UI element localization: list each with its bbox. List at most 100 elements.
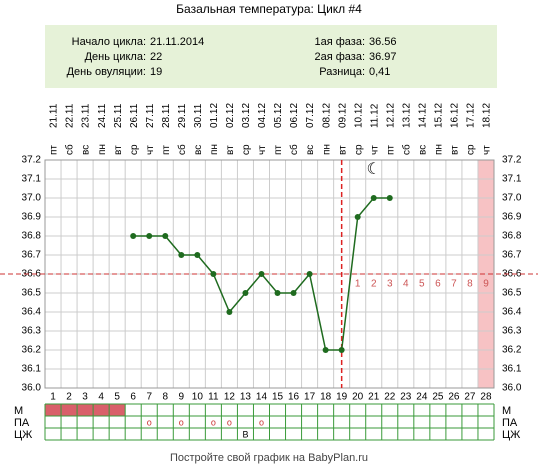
weekday-label: пт <box>161 145 172 155</box>
day-number: 26 <box>448 392 460 403</box>
y-tick-label: 36.2 <box>22 345 42 356</box>
day-number: 19 <box>336 392 348 403</box>
info-label: День овуляции: <box>67 66 146 78</box>
info-box <box>45 25 497 88</box>
weekday-label: пт <box>385 145 396 155</box>
y-tick-label: 36.0 <box>22 383 42 394</box>
weekday-label: чт <box>145 145 156 155</box>
y-tick-label-right: 36.7 <box>502 250 522 261</box>
y-tick-label-right: 36.6 <box>502 269 522 280</box>
info-value: 21.11.2014 <box>150 36 204 48</box>
date-label: 04.12 <box>257 103 268 128</box>
day-number: 5 <box>114 392 120 403</box>
weekday-label: пт <box>49 145 60 155</box>
weekday-label: чт <box>369 145 380 155</box>
row-label: ЦЖ <box>14 429 32 441</box>
date-label: 03.12 <box>241 103 252 128</box>
row-label: ПА <box>14 417 30 429</box>
post-ovulation-day: 2 <box>371 279 377 290</box>
row-fill <box>61 404 78 416</box>
data-point <box>290 290 297 296</box>
day-number: 9 <box>179 392 185 403</box>
date-label: 30.11 <box>193 103 204 128</box>
data-point <box>338 347 345 353</box>
row-fill <box>45 404 62 416</box>
weekday-label: вс <box>417 145 428 155</box>
row-symbol: o <box>259 417 264 427</box>
date-label: 13.12 <box>401 103 412 128</box>
day-number: 23 <box>400 392 412 403</box>
y-tick-label: 36.9 <box>22 212 42 223</box>
weekday-label: пн <box>434 144 445 155</box>
date-label: 16.12 <box>450 103 461 128</box>
footer: Постройте свой график на BabyPlan.ru <box>170 452 368 464</box>
row-label: M <box>14 405 23 417</box>
weekday-label: сб <box>176 144 188 155</box>
y-tick-label: 36.5 <box>22 288 42 299</box>
y-tick-label: 37.2 <box>22 155 42 166</box>
data-point <box>226 309 233 315</box>
weekday-label: сб <box>288 144 300 155</box>
weekday-label: чт <box>482 145 493 155</box>
day-number: 17 <box>304 392 316 403</box>
data-point <box>258 271 265 277</box>
weekday-label: ср <box>353 144 364 155</box>
info-label: 1ая фаза: <box>314 36 365 48</box>
weekday-label: вс <box>193 145 204 155</box>
info-value: 36.97 <box>369 51 397 63</box>
data-point <box>130 233 137 239</box>
data-point <box>194 252 201 258</box>
date-label: 18.12 <box>482 103 493 128</box>
day-number: 21 <box>368 392 380 403</box>
y-tick-label: 36.4 <box>22 307 42 318</box>
y-tick-label: 36.8 <box>22 231 42 242</box>
row-symbol: o <box>147 417 152 427</box>
row-symbol: В <box>242 429 248 439</box>
weekday-label: вт <box>225 145 236 155</box>
day-number: 18 <box>320 392 332 403</box>
day-number: 2 <box>66 392 72 403</box>
date-label: 24.11 <box>97 103 108 128</box>
info-label: Разница: <box>319 66 365 78</box>
data-point <box>354 214 361 220</box>
y-tick-label-right: 37.2 <box>502 155 522 166</box>
row-label-right: ПА <box>502 417 518 429</box>
weekday-label: пн <box>209 144 220 155</box>
weekday-label: вт <box>337 145 348 155</box>
day-number: 12 <box>224 392 236 403</box>
date-label: 01.12 <box>209 103 220 128</box>
data-point <box>146 233 153 239</box>
weekday-label: вс <box>81 145 92 155</box>
date-label: 09.12 <box>337 103 348 128</box>
weekday-label: вс <box>305 145 316 155</box>
date-label: 08.12 <box>321 103 332 128</box>
date-label: 28.11 <box>161 103 172 128</box>
weekday-label: чт <box>257 145 268 155</box>
date-label: 05.12 <box>273 103 284 128</box>
info-value: 0,41 <box>369 66 390 78</box>
day-number: 4 <box>98 392 104 403</box>
weekday-label: пн <box>321 144 332 155</box>
weekday-label: ср <box>129 144 140 155</box>
y-tick-label-right: 36.9 <box>502 212 522 223</box>
y-tick-label-right: 36.2 <box>502 345 522 356</box>
y-tick-label: 37.0 <box>22 193 42 204</box>
day-number: 20 <box>352 392 364 403</box>
y-tick-label-right: 36.0 <box>502 383 522 394</box>
y-tick-label-right: 36.3 <box>502 326 522 337</box>
info-label: День цикла: <box>85 51 146 63</box>
day-number: 15 <box>272 392 284 403</box>
chart-title: Базальная температура: Цикл #4 <box>176 2 362 16</box>
info-label: 2ая фаза: <box>314 51 365 63</box>
y-tick-label: 36.6 <box>22 269 42 280</box>
row-label-right: M <box>502 405 511 417</box>
date-label: 12.12 <box>385 103 396 128</box>
day-number: 16 <box>288 392 300 403</box>
day-number: 28 <box>480 392 492 403</box>
weekday-label: пн <box>97 144 108 155</box>
date-label: 17.12 <box>466 103 477 128</box>
data-point <box>322 347 329 353</box>
date-label: 06.12 <box>289 103 300 128</box>
y-tick-label-right: 36.4 <box>502 307 522 318</box>
